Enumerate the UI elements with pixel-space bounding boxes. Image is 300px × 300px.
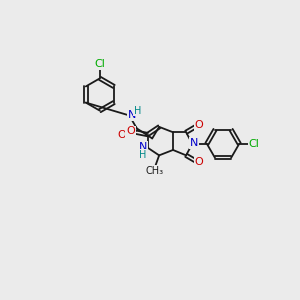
Text: CH₃: CH₃ (146, 166, 164, 176)
Text: N: N (139, 142, 147, 152)
Text: O: O (195, 120, 204, 130)
Text: Cl: Cl (248, 139, 259, 149)
Text: H: H (134, 106, 141, 116)
Text: O: O (126, 127, 135, 136)
Text: N: N (128, 110, 136, 120)
Text: O: O (117, 130, 126, 140)
Text: Cl: Cl (94, 59, 105, 69)
Text: O: O (195, 157, 204, 167)
Text: H: H (139, 150, 147, 160)
Text: N: N (190, 138, 198, 148)
